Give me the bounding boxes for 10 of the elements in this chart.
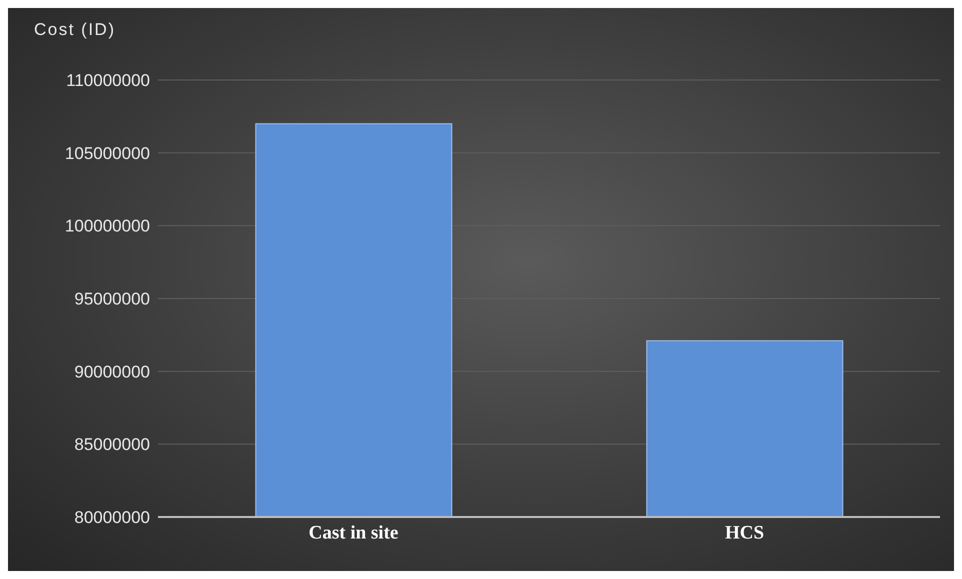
y-tick-label: 85000000 — [74, 435, 150, 454]
y-tick-label: 80000000 — [74, 508, 150, 528]
x-tick-label: HCS — [724, 522, 764, 544]
y-tick-label: 100000000 — [64, 216, 150, 236]
y-tick-label: 110000000 — [66, 71, 150, 90]
y-tick-label: 105000000 — [64, 144, 150, 163]
y-axis-title: Cost (ID) — [34, 20, 116, 40]
x-tick-label: Cast in site — [308, 522, 398, 544]
y-tick-label: 95000000 — [74, 290, 150, 309]
y-tick-label: 90000000 — [74, 362, 150, 382]
